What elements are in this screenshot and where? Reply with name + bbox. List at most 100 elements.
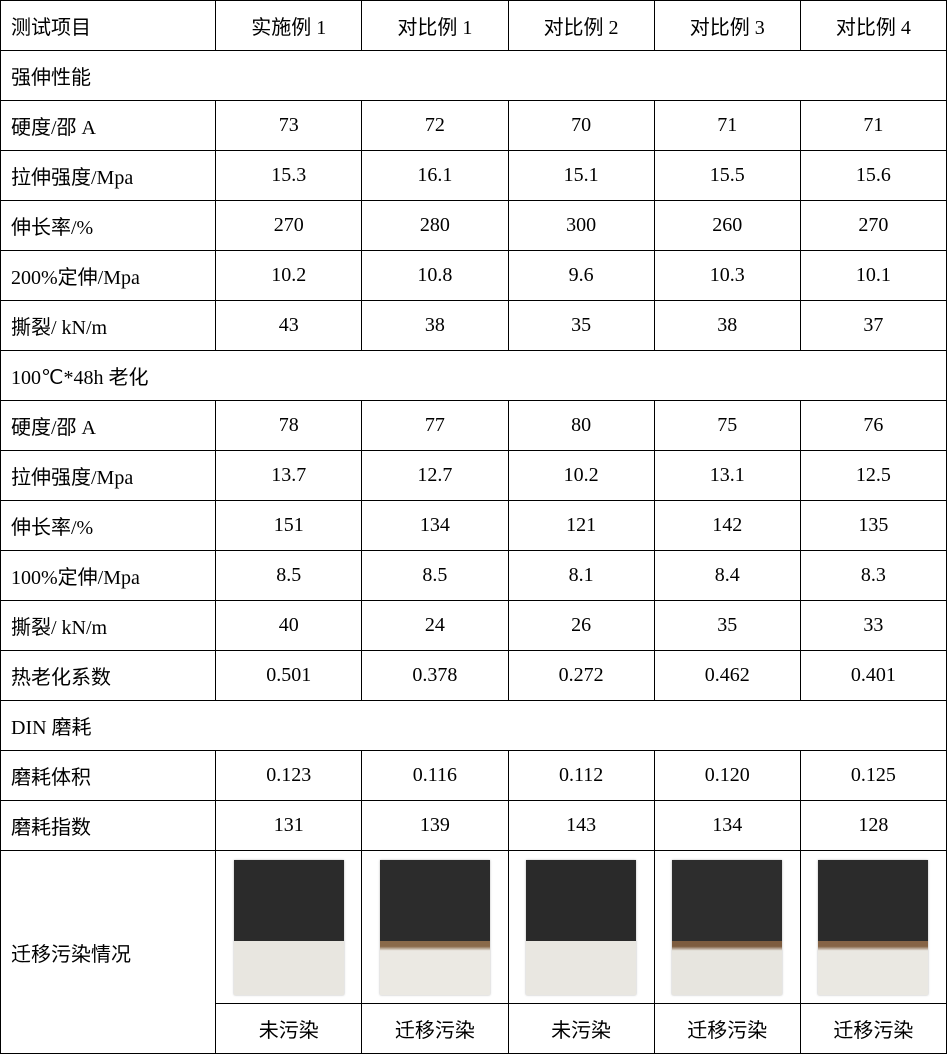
row-label: 磨耗体积	[1, 751, 216, 801]
cell: 38	[362, 301, 508, 351]
cell: 139	[362, 801, 508, 851]
sample-swatch	[526, 860, 636, 995]
cell: 0.125	[800, 751, 946, 801]
section-din-title: DIN 磨耗	[1, 701, 947, 751]
row-label: 100%定伸/Mpa	[1, 551, 216, 601]
row-label: 伸长率/%	[1, 201, 216, 251]
cell: 0.501	[216, 651, 362, 701]
cell: 131	[216, 801, 362, 851]
test-results-table: 测试项目 实施例 1 对比例 1 对比例 2 对比例 3 对比例 4 强伸性能 …	[0, 0, 947, 1054]
header-col-3: 对比例 3	[654, 1, 800, 51]
cell: 0.378	[362, 651, 508, 701]
table-header-row: 测试项目 实施例 1 对比例 1 对比例 2 对比例 3 对比例 4	[1, 1, 947, 51]
cell: 15.6	[800, 151, 946, 201]
row-label: 撕裂/ kN/m	[1, 601, 216, 651]
cell: 73	[216, 101, 362, 151]
section-tensile-title: 强伸性能	[1, 51, 947, 101]
cell: 16.1	[362, 151, 508, 201]
cell: 78	[216, 401, 362, 451]
cell: 134	[362, 501, 508, 551]
cell: 76	[800, 401, 946, 451]
cell: 72	[362, 101, 508, 151]
cell: 0.116	[362, 751, 508, 801]
cell: 71	[800, 101, 946, 151]
cell: 151	[216, 501, 362, 551]
cell: 71	[654, 101, 800, 151]
migration-caption: 迁移污染	[654, 1004, 800, 1054]
cell: 8.5	[362, 551, 508, 601]
table-row: 伸长率/% 270 280 300 260 270	[1, 201, 947, 251]
section-aging-title: 100℃*48h 老化	[1, 351, 947, 401]
cell: 270	[216, 201, 362, 251]
cell: 24	[362, 601, 508, 651]
migration-caption: 迁移污染	[362, 1004, 508, 1054]
cell: 300	[508, 201, 654, 251]
cell: 0.123	[216, 751, 362, 801]
cell: 8.1	[508, 551, 654, 601]
row-label: 200%定伸/Mpa	[1, 251, 216, 301]
cell: 8.4	[654, 551, 800, 601]
table-row: 100%定伸/Mpa 8.5 8.5 8.1 8.4 8.3	[1, 551, 947, 601]
table-row: 拉伸强度/Mpa 13.7 12.7 10.2 13.1 12.5	[1, 451, 947, 501]
row-label: 拉伸强度/Mpa	[1, 451, 216, 501]
table-row: 撕裂/ kN/m 40 24 26 35 33	[1, 601, 947, 651]
cell: 10.1	[800, 251, 946, 301]
swatch-cell-2	[508, 851, 654, 1004]
sample-swatch	[380, 860, 490, 995]
cell: 13.7	[216, 451, 362, 501]
cell: 12.5	[800, 451, 946, 501]
cell: 10.2	[508, 451, 654, 501]
sample-swatch	[234, 860, 344, 995]
cell: 77	[362, 401, 508, 451]
migration-caption: 未污染	[508, 1004, 654, 1054]
row-label: 伸长率/%	[1, 501, 216, 551]
cell: 13.1	[654, 451, 800, 501]
cell: 135	[800, 501, 946, 551]
cell: 142	[654, 501, 800, 551]
swatch-cell-4	[800, 851, 946, 1004]
migration-caption: 未污染	[216, 1004, 362, 1054]
cell: 40	[216, 601, 362, 651]
cell: 12.7	[362, 451, 508, 501]
cell: 9.6	[508, 251, 654, 301]
sample-swatch	[818, 860, 928, 995]
cell: 270	[800, 201, 946, 251]
cell: 128	[800, 801, 946, 851]
cell: 0.120	[654, 751, 800, 801]
table-row: 拉伸强度/Mpa 15.3 16.1 15.1 15.5 15.6	[1, 151, 947, 201]
header-test-item: 测试项目	[1, 1, 216, 51]
migration-label: 迁移污染情况	[1, 851, 216, 1054]
cell: 35	[508, 301, 654, 351]
table-row: 撕裂/ kN/m 43 38 35 38 37	[1, 301, 947, 351]
cell: 33	[800, 601, 946, 651]
row-label: 磨耗指数	[1, 801, 216, 851]
cell: 8.3	[800, 551, 946, 601]
cell: 0.272	[508, 651, 654, 701]
swatch-cell-0	[216, 851, 362, 1004]
cell: 8.5	[216, 551, 362, 601]
table-row: 磨耗体积 0.123 0.116 0.112 0.120 0.125	[1, 751, 947, 801]
cell: 26	[508, 601, 654, 651]
cell: 121	[508, 501, 654, 551]
header-col-1: 对比例 1	[362, 1, 508, 51]
cell: 280	[362, 201, 508, 251]
sample-swatch	[672, 860, 782, 995]
header-col-0: 实施例 1	[216, 1, 362, 51]
migration-swatch-row: 迁移污染情况	[1, 851, 947, 1004]
cell: 0.401	[800, 651, 946, 701]
cell: 10.3	[654, 251, 800, 301]
cell: 0.462	[654, 651, 800, 701]
cell: 10.8	[362, 251, 508, 301]
cell: 80	[508, 401, 654, 451]
table-row: 硬度/邵 A 73 72 70 71 71	[1, 101, 947, 151]
cell: 10.2	[216, 251, 362, 301]
cell: 70	[508, 101, 654, 151]
header-col-2: 对比例 2	[508, 1, 654, 51]
cell: 38	[654, 301, 800, 351]
cell: 75	[654, 401, 800, 451]
swatch-cell-3	[654, 851, 800, 1004]
table-row: 硬度/邵 A 78 77 80 75 76	[1, 401, 947, 451]
cell: 37	[800, 301, 946, 351]
cell: 15.3	[216, 151, 362, 201]
table-row: 200%定伸/Mpa 10.2 10.8 9.6 10.3 10.1	[1, 251, 947, 301]
